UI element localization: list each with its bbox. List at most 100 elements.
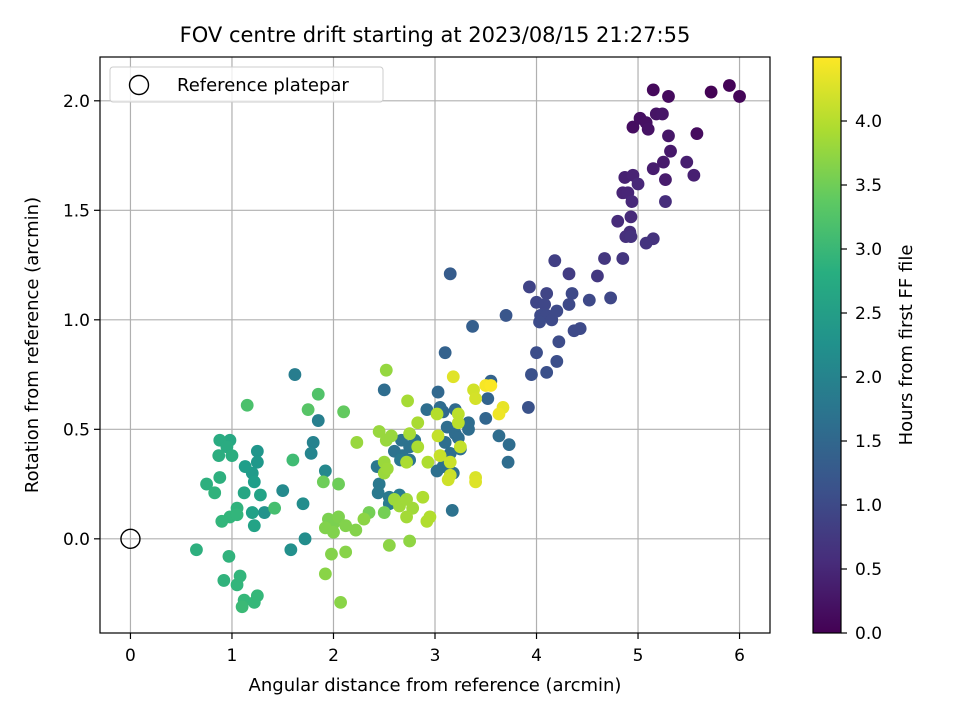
colorbar-tick-label: 1.0 <box>855 496 882 516</box>
y-tick-label: 1.5 <box>63 201 90 221</box>
data-point <box>403 534 417 548</box>
legend-reference-marker <box>128 74 150 96</box>
colorbar-gradient <box>812 56 842 634</box>
data-point <box>538 298 552 311</box>
colorbar-tick-label: 2.0 <box>855 368 882 388</box>
data-point <box>316 475 330 489</box>
data-point <box>662 129 675 143</box>
data-point <box>655 107 669 121</box>
data-point <box>624 230 638 243</box>
data-point <box>276 484 290 498</box>
data-point <box>334 595 347 609</box>
data-point <box>250 589 264 603</box>
data-point <box>306 436 320 449</box>
data-point <box>438 346 452 360</box>
data-point <box>431 429 445 443</box>
data-point <box>646 83 660 97</box>
data-point <box>222 549 236 563</box>
data-point <box>582 293 596 307</box>
data-point <box>253 488 267 502</box>
data-point <box>411 440 425 454</box>
data-point <box>540 365 554 379</box>
data-point <box>339 519 353 533</box>
data-point <box>704 85 718 99</box>
data-point <box>646 162 660 176</box>
legend: Reference platepar <box>109 66 384 103</box>
data-point <box>604 291 618 305</box>
data-point <box>380 462 394 476</box>
data-point <box>401 394 414 408</box>
data-point <box>371 486 385 500</box>
data-point <box>225 449 239 463</box>
reference-platepar-marker <box>120 528 141 550</box>
data-point <box>533 315 546 329</box>
data-point <box>530 346 543 360</box>
data-point <box>662 90 675 103</box>
data-point <box>659 195 672 208</box>
data-point <box>296 497 310 511</box>
data-point <box>332 510 345 524</box>
colorbar-label: Hours from first FF file <box>896 245 917 446</box>
data-point <box>240 398 254 412</box>
data-point <box>431 385 445 399</box>
data-point <box>540 287 554 300</box>
x-tick-label: 5 <box>633 646 644 666</box>
data-point <box>208 486 222 500</box>
data-point <box>377 383 391 397</box>
y-axis-label: Rotation from reference (arcmin) <box>22 197 43 493</box>
data-point <box>502 438 516 452</box>
data-point <box>339 545 353 559</box>
data-point <box>443 455 457 469</box>
data-point <box>657 155 670 169</box>
data-point <box>318 464 332 478</box>
x-tick-label: 3 <box>430 646 441 666</box>
data-point <box>722 79 736 92</box>
data-point <box>446 370 460 384</box>
data-point <box>217 574 231 587</box>
data-point <box>451 407 465 421</box>
data-point <box>400 510 413 524</box>
data-point <box>372 425 386 438</box>
data-point <box>611 214 625 228</box>
data-point <box>286 453 300 467</box>
data-point <box>416 490 430 504</box>
colorbar-tick-label: 1.5 <box>855 432 882 452</box>
data-point <box>237 486 251 500</box>
colorbar-tick-label: 3.0 <box>855 240 882 260</box>
colorbar-tick-label: 0.0 <box>855 624 882 644</box>
data-point <box>550 304 564 318</box>
colorbar: 0.0 0.5 1.0 1.5 2.0 2.5 3.0 3.5 4.0 Hours from f… <box>812 56 917 644</box>
data-point <box>659 173 672 187</box>
data-point <box>215 514 229 528</box>
data-point <box>420 514 434 528</box>
data-point <box>479 411 493 425</box>
data-point <box>548 254 562 268</box>
data-point <box>411 416 425 430</box>
data-point <box>377 506 391 519</box>
data-point <box>641 122 655 136</box>
data-point <box>311 387 325 401</box>
data-point <box>433 449 447 463</box>
data-point <box>379 363 393 377</box>
data-point <box>332 477 345 491</box>
data-point <box>443 447 457 460</box>
data-point <box>400 455 413 469</box>
colorbar-tick-label: 4.0 <box>855 112 882 132</box>
colorbar-ticks: 0.0 0.5 1.0 1.5 2.0 2.5 3.0 3.5 4.0 <box>841 112 882 644</box>
data-point <box>573 322 587 335</box>
data-point <box>301 403 315 417</box>
data-point <box>403 427 417 441</box>
data-point <box>625 195 639 208</box>
data-point <box>327 525 340 539</box>
data-point <box>550 355 564 368</box>
data-point <box>469 392 483 406</box>
data-point <box>733 90 746 103</box>
data-point <box>481 392 495 406</box>
data-point <box>233 569 247 583</box>
data-point <box>631 177 645 191</box>
data-point <box>466 319 479 333</box>
data-point <box>598 252 611 265</box>
data-point <box>325 547 338 561</box>
data-point <box>190 543 203 557</box>
data-point <box>680 155 694 169</box>
